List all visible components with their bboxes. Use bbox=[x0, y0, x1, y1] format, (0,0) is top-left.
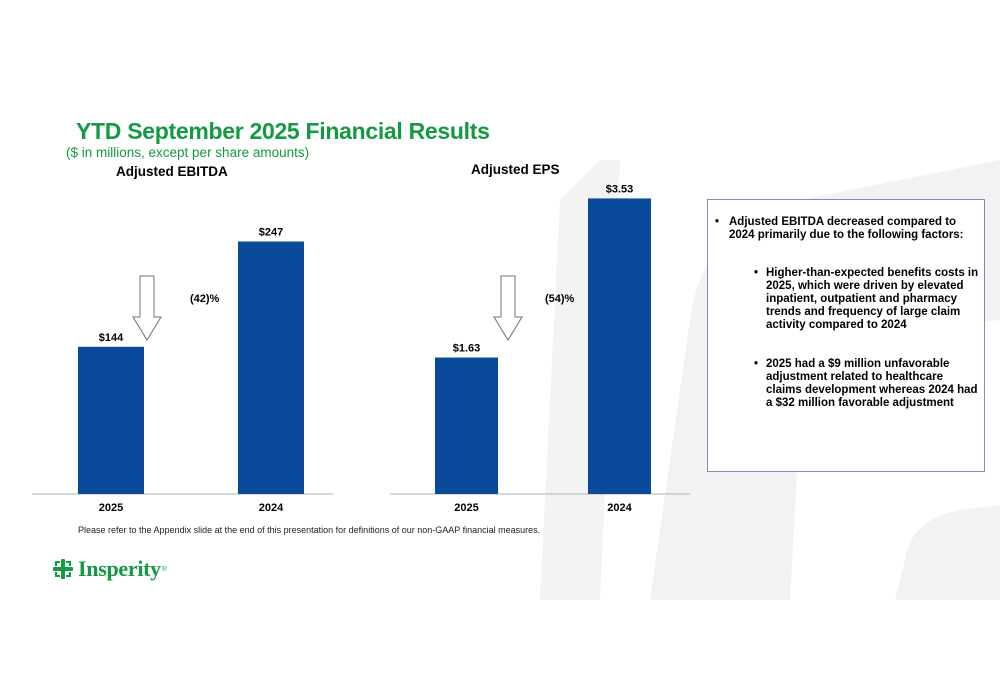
insperity-logo: Insperity ® bbox=[52, 556, 167, 582]
main-bullet: • Adjusted EBITDA decreased compared to … bbox=[715, 216, 983, 242]
ebitda-down-arrow-icon bbox=[132, 275, 162, 341]
ebitda-chart-title: Adjusted EBITDA bbox=[116, 164, 228, 179]
logo-wordmark: Insperity bbox=[78, 556, 161, 581]
page-title: YTD September 2025 Financial Results bbox=[76, 118, 490, 144]
ebitda-value-label-2025: $144 bbox=[99, 332, 124, 344]
insperity-logo-icon bbox=[53, 559, 73, 579]
sub-bullet-text: Higher-than-expected benefits costs in 2… bbox=[766, 267, 979, 331]
sub-bullet: • 2025 had a $9 million unfavorable adju… bbox=[754, 358, 980, 410]
ebitda-change-label: (42)% bbox=[190, 293, 220, 305]
eps-change-label: (54)% bbox=[545, 293, 575, 305]
ebitda-value-label-2024: $247 bbox=[259, 227, 283, 239]
eps-category-label-2025: 2025 bbox=[454, 502, 478, 514]
eps-value-label-2025: $1.63 bbox=[453, 343, 481, 355]
eps-bar-2025 bbox=[435, 357, 498, 494]
bullet-dot: • bbox=[754, 267, 759, 279]
main-bullet-text: Adjusted EBITDA decreased compared to 20… bbox=[729, 216, 964, 241]
footnote: Please refer to the Appendix slide at th… bbox=[78, 525, 541, 535]
sub-bullet-text: 2025 had a $9 million unfavorable adjust… bbox=[766, 358, 978, 409]
page-subtitle: ($ in millions, except per share amounts… bbox=[66, 145, 310, 160]
eps-bar-2024 bbox=[588, 198, 651, 494]
eps-value-label-2024: $3.53 bbox=[606, 183, 634, 195]
eps-category-label-2024: 2024 bbox=[607, 502, 632, 514]
ebitda-bar-2024 bbox=[238, 241, 304, 494]
eps-chart-title: Adjusted EPS bbox=[471, 162, 560, 177]
bullet-dot: • bbox=[754, 358, 759, 370]
bullet-dot: • bbox=[715, 216, 720, 228]
ebitda-bar-2025 bbox=[78, 346, 144, 494]
sub-bullet: • Higher-than-expected benefits costs in… bbox=[754, 267, 980, 332]
ebitda-category-label-2024: 2024 bbox=[259, 502, 284, 514]
ebitda-category-label-2025: 2025 bbox=[99, 502, 123, 514]
eps-down-arrow-icon bbox=[493, 275, 523, 341]
logo-registered-mark: ® bbox=[161, 565, 168, 573]
commentary-box: • Adjusted EBITDA decreased compared to … bbox=[707, 199, 985, 472]
